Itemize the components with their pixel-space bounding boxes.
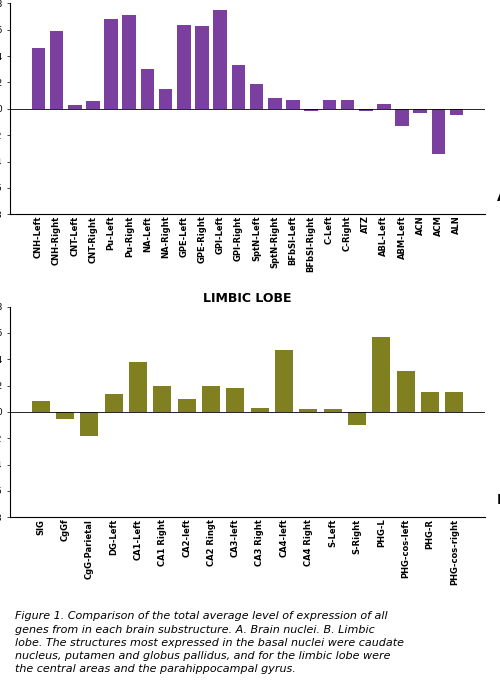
- Bar: [324, 409, 342, 412]
- Bar: [80, 412, 98, 436]
- Bar: [159, 89, 172, 109]
- Bar: [153, 386, 172, 412]
- Title: LIMBIC LOBE: LIMBIC LOBE: [203, 292, 292, 306]
- Bar: [214, 10, 227, 109]
- Title: CEREBRAL NUCLEI: CEREBRAL NUCLEI: [184, 0, 311, 2]
- Bar: [396, 371, 415, 412]
- Bar: [395, 109, 409, 126]
- Bar: [304, 109, 318, 111]
- Bar: [250, 84, 264, 109]
- Bar: [32, 402, 50, 412]
- Bar: [140, 70, 154, 109]
- Bar: [122, 15, 136, 109]
- Bar: [32, 48, 45, 109]
- Bar: [68, 105, 82, 109]
- Bar: [299, 409, 318, 412]
- Bar: [414, 109, 427, 113]
- Bar: [372, 337, 390, 412]
- Text: A: A: [497, 189, 500, 204]
- Bar: [177, 24, 190, 109]
- Bar: [268, 98, 281, 109]
- Bar: [195, 26, 209, 109]
- Bar: [359, 109, 372, 111]
- Bar: [104, 393, 123, 412]
- Bar: [348, 412, 366, 425]
- Text: Figure 1. Comparison of the total average level of expression of all
genes from : Figure 1. Comparison of the total averag…: [15, 611, 404, 674]
- Bar: [340, 100, 354, 109]
- Bar: [178, 399, 196, 412]
- Bar: [226, 388, 244, 412]
- Text: B: B: [497, 493, 500, 507]
- Bar: [50, 31, 64, 109]
- Bar: [202, 386, 220, 412]
- Bar: [322, 100, 336, 109]
- Bar: [275, 350, 293, 412]
- Bar: [432, 109, 445, 154]
- Bar: [421, 393, 439, 412]
- Bar: [86, 101, 100, 109]
- Bar: [56, 412, 74, 418]
- Bar: [250, 408, 269, 412]
- Bar: [104, 19, 118, 109]
- Bar: [286, 100, 300, 109]
- Bar: [377, 104, 390, 109]
- Bar: [450, 109, 464, 116]
- Bar: [445, 393, 464, 412]
- Bar: [129, 362, 147, 412]
- Bar: [232, 65, 245, 109]
